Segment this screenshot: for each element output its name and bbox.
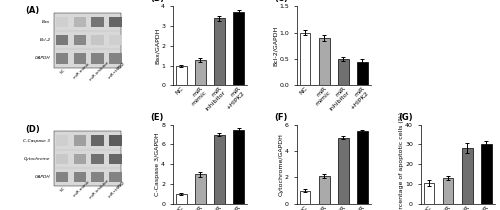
Text: (E): (E) [150, 113, 164, 122]
Bar [56, 172, 68, 182]
Bar [92, 154, 104, 164]
Y-axis label: Percentage of apoptotic cells (%): Percentage of apoptotic cells (%) [398, 112, 404, 210]
Bar [300, 190, 310, 204]
Bar [74, 17, 86, 27]
Text: miR mimic: miR mimic [72, 180, 90, 198]
Text: Cytochrome: Cytochrome [24, 157, 50, 161]
Bar [195, 174, 205, 204]
Bar [92, 17, 104, 27]
Bar [443, 178, 454, 204]
Text: Bax: Bax [42, 20, 50, 24]
Y-axis label: C-Caspase 3/GAPDH: C-Caspase 3/GAPDH [154, 133, 160, 196]
Bar [319, 38, 330, 85]
Text: C-Caspase 3: C-Caspase 3 [24, 139, 50, 143]
Bar [92, 53, 104, 64]
Bar [357, 62, 368, 85]
Text: miR+HIPK2: miR+HIPK2 [108, 180, 126, 199]
Bar [195, 60, 205, 85]
Bar [92, 172, 104, 182]
Bar [74, 35, 86, 45]
Bar [56, 135, 68, 146]
Bar [481, 144, 492, 204]
Text: (G): (G) [398, 113, 413, 122]
Bar [338, 59, 348, 85]
Text: (B): (B) [150, 0, 164, 3]
Bar [110, 172, 122, 182]
Bar [338, 138, 348, 204]
Text: miR inhibitor: miR inhibitor [88, 179, 110, 200]
Bar [176, 66, 186, 85]
Bar [74, 154, 86, 164]
Bar [300, 33, 310, 85]
Bar [319, 176, 330, 204]
Text: Bcl-2: Bcl-2 [40, 38, 50, 42]
Bar [424, 183, 434, 204]
Bar [56, 35, 68, 45]
Text: (C): (C) [274, 0, 288, 3]
Bar [92, 135, 104, 146]
Text: GAPDH: GAPDH [35, 56, 50, 60]
Bar [462, 148, 472, 204]
Text: NC: NC [60, 186, 67, 193]
Bar [357, 131, 368, 204]
Bar [56, 53, 68, 64]
Bar [214, 18, 224, 85]
Text: GAPDH: GAPDH [35, 175, 50, 179]
Bar [110, 53, 122, 64]
Bar [56, 17, 68, 27]
Bar [234, 130, 244, 204]
Text: miR mimic: miR mimic [72, 62, 90, 80]
Bar [234, 12, 244, 85]
Bar [74, 172, 86, 182]
Text: (F): (F) [274, 113, 287, 122]
Text: (A): (A) [26, 6, 40, 15]
Bar [74, 53, 86, 64]
Text: miR inhibitor: miR inhibitor [88, 60, 110, 81]
Bar [92, 35, 104, 45]
Bar [110, 17, 122, 27]
Bar [176, 194, 186, 204]
Bar [74, 135, 86, 146]
Bar [110, 154, 122, 164]
Text: NC: NC [60, 67, 67, 74]
Bar [56, 154, 68, 164]
Y-axis label: Bax/GAPDH: Bax/GAPDH [154, 28, 160, 64]
Bar [54, 131, 122, 186]
Bar [214, 135, 224, 204]
Text: miR+HIPK2: miR+HIPK2 [108, 62, 126, 80]
Y-axis label: Cytochrome/GAPDH: Cytochrome/GAPDH [278, 133, 283, 196]
Bar [54, 13, 122, 68]
Bar [110, 135, 122, 146]
Text: (D): (D) [26, 125, 40, 134]
Bar [110, 35, 122, 45]
Y-axis label: Bcl-2/GAPDH: Bcl-2/GAPDH [273, 26, 278, 66]
